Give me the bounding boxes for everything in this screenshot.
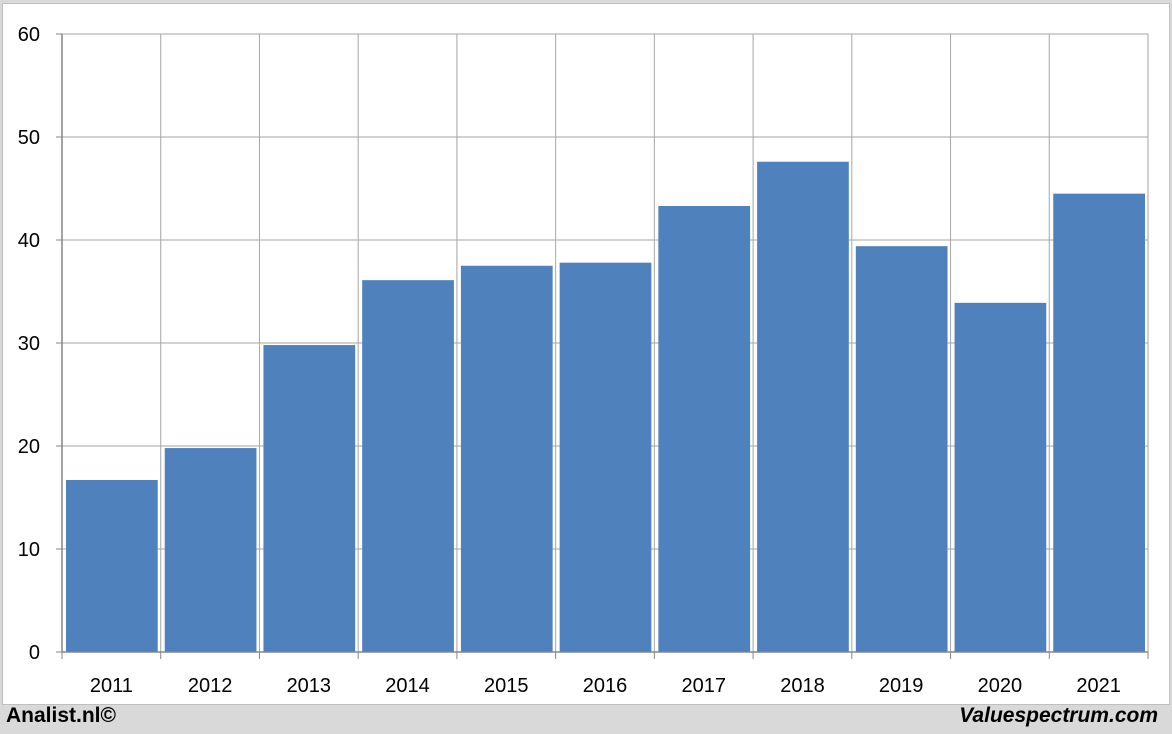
bar-chart: 0 10 20 30 40 50 60 2011 2012 2013 2014 2015 2016 201…	[18, 24, 1149, 697]
y-tick-label: 0	[29, 642, 40, 664]
x-tick-label: 2021	[1076, 675, 1121, 697]
bar-2016	[559, 262, 652, 652]
x-tick-label: 2011	[90, 675, 133, 697]
y-tick-label: 10	[18, 539, 40, 561]
y-tick-label: 60	[18, 24, 40, 46]
bar-2017	[658, 206, 751, 652]
x-tick-label: 2019	[879, 675, 924, 697]
bar-2015	[460, 265, 553, 652]
bar-2018	[757, 161, 849, 652]
x-tick-label: 2015	[484, 675, 529, 697]
bar-2011	[66, 479, 158, 652]
bar-2013	[263, 345, 356, 652]
bar-2020	[954, 302, 1047, 652]
y-tick-label: 30	[18, 333, 40, 355]
analist-credit: Analist.nl©	[6, 704, 116, 727]
x-tick-label: 2013	[287, 675, 332, 697]
y-tick-label: 20	[18, 436, 40, 458]
x-tick-label: 2020	[978, 675, 1023, 697]
y-tick-label: 50	[18, 127, 40, 149]
valuespectrum-credit: Valuespectrum.com	[959, 704, 1158, 727]
bar-2014	[362, 280, 454, 652]
bar-2019	[855, 246, 948, 652]
x-tick-label: 2017	[681, 675, 726, 697]
x-tick-label: 2016	[583, 675, 628, 697]
x-tick-label: 2014	[385, 675, 430, 697]
bar-2012	[164, 448, 257, 652]
x-tick-label: 2012	[188, 675, 233, 697]
bar-2021	[1053, 193, 1145, 652]
x-tick-label: 2018	[780, 675, 825, 697]
y-tick-label: 40	[18, 230, 40, 252]
